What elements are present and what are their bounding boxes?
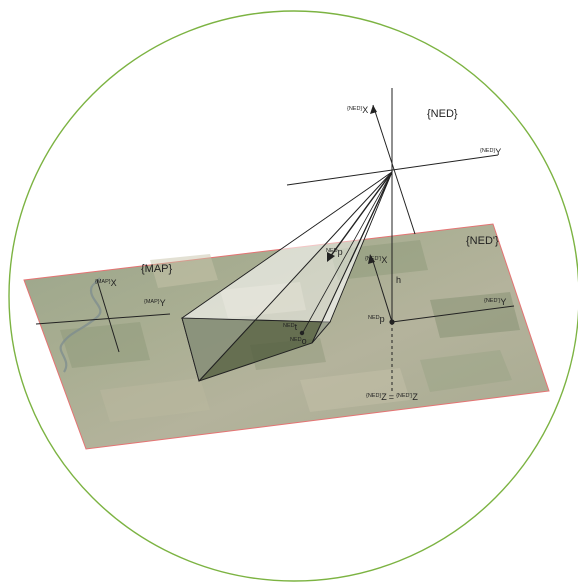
ned-t-label: NEDt (283, 322, 298, 332)
ned-o-label: NEDo (290, 336, 307, 346)
ned-prime-x-arrowhead (368, 254, 375, 264)
ned-prime-frame-label: {NED'} (466, 235, 499, 247)
height-label: h (396, 275, 401, 285)
ned-t-point (299, 330, 305, 336)
ned-y-label: {NED}Y (480, 147, 501, 157)
ned-p-ground-point (389, 319, 395, 325)
map-plane (23, 223, 550, 450)
ned-x-arrowhead (370, 105, 377, 114)
map-frame-label: {MAP} (141, 263, 173, 275)
ned-prime-axes (371, 257, 515, 392)
ned-x-label: {NED}X (347, 105, 368, 115)
ned-p-ground-label: NEDp (368, 314, 385, 324)
map-y-label: {MAP}Y (144, 298, 166, 308)
ned-p-vector (327, 171, 393, 262)
ned-prime-x-label: {NED'}X (365, 255, 387, 265)
ned-prime-y-label: {NED'}Y (484, 297, 506, 307)
map-axes (35, 279, 171, 353)
ned-frame-label: {NED} (427, 108, 458, 120)
ned-axes (286, 88, 499, 335)
z-equality-label: {NED}Z = {NED'}Z (366, 392, 418, 402)
map-x-label: {MAP}X (95, 278, 117, 288)
ned-p-vector-label: NEDp (326, 247, 343, 257)
